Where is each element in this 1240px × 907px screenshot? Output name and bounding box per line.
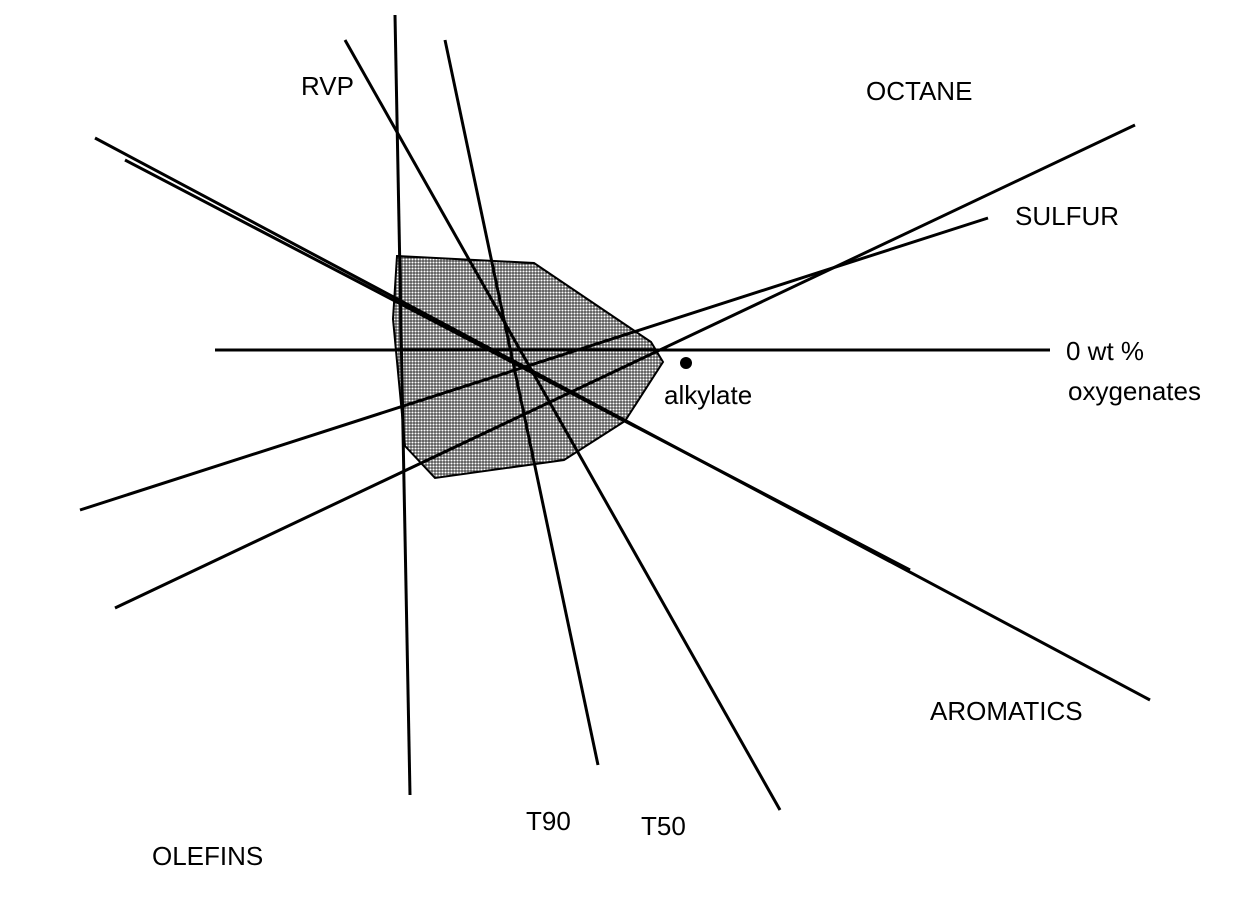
label-olefins: OLEFINS <box>152 841 263 871</box>
label-aromatics: AROMATICS <box>930 696 1083 726</box>
label-octane: OCTANE <box>866 76 972 106</box>
label-rvp: RVP <box>301 71 354 101</box>
alkylate-point <box>680 357 692 369</box>
label-oxy-line1: 0 wt % <box>1066 336 1144 366</box>
label-t50: T50 <box>641 811 686 841</box>
constraint-diagram: RVP T90 OCTANE SULFUR OLEFINS AROMATICS … <box>0 0 1240 907</box>
label-t90: T90 <box>526 806 571 836</box>
label-alkylate: alkylate <box>664 380 752 410</box>
line-aromatics <box>95 138 1150 700</box>
label-oxy-line2: oxygenates <box>1068 376 1201 406</box>
label-sulfur: SULFUR <box>1015 201 1119 231</box>
